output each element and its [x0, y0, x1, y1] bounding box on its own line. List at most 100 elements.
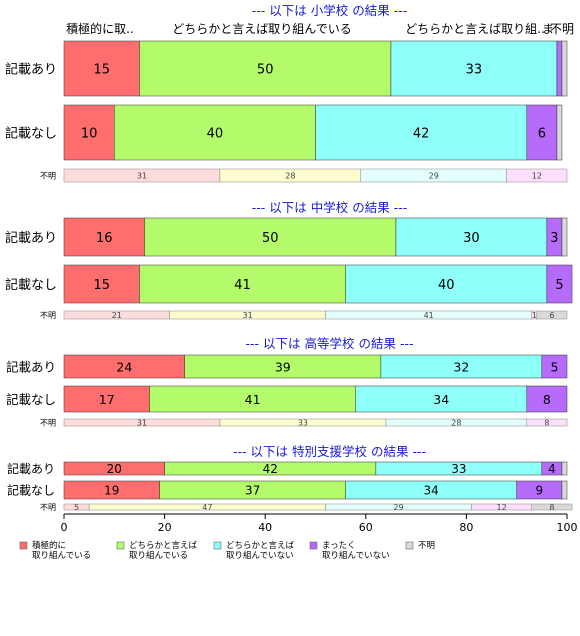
- data-label: 4: [548, 462, 556, 476]
- top-category-label: 不明: [550, 22, 574, 36]
- bar-segment: [63, 385, 150, 413]
- x-tick-label: 0: [61, 521, 68, 534]
- bar-segment: [63, 217, 145, 257]
- bar-segment: [355, 385, 528, 413]
- legend-label: 積極的に: [32, 540, 66, 551]
- panel-title: --- 以下は 高等学校 の結果 ---: [246, 336, 414, 351]
- unknown-data-label: 12: [532, 172, 542, 181]
- unknown-data-label: 8: [544, 419, 549, 428]
- legend-label: 不明: [418, 541, 435, 551]
- row-label: 記載なし: [6, 392, 56, 407]
- unknown-data-label: 31: [137, 419, 147, 428]
- data-label: 17: [99, 392, 115, 407]
- top-category-label: 積極的に取..: [66, 21, 134, 36]
- legend-label: どちらかと言えば: [129, 540, 198, 551]
- bar-segment: [345, 264, 548, 304]
- legend-label: どちらかと言えば: [226, 540, 295, 551]
- row-label: 記載なし: [7, 483, 55, 498]
- bar-segment: [561, 480, 568, 500]
- unknown-data-label: 5: [74, 503, 79, 512]
- unknown-data-label: 41: [424, 311, 434, 320]
- unknown-data-label: 1: [532, 311, 537, 320]
- unknown-data-label: 21: [112, 311, 122, 320]
- bar-segment: [149, 385, 356, 413]
- bar-segment: [139, 40, 392, 97]
- x-tick-label: 60: [359, 521, 373, 534]
- data-label: 40: [207, 126, 224, 141]
- legend-swatch: [213, 541, 222, 550]
- row-label: 記載あり: [5, 61, 57, 77]
- panel-title: --- 以下は 特別支援学校 の結果 ---: [233, 444, 426, 459]
- data-label: 37: [245, 484, 260, 498]
- data-label: 5: [555, 278, 563, 293]
- unknown-data-label: 31: [137, 172, 147, 181]
- top-category-label: どちらかと言えば取り組んでいる: [172, 22, 351, 36]
- top-category-label: ま: [542, 22, 554, 36]
- legend-swatch: [116, 541, 125, 550]
- data-label: 30: [463, 231, 480, 246]
- bar-segment: [139, 264, 346, 304]
- legend-label: 取り組んでいる: [129, 550, 188, 561]
- data-label: 6: [538, 126, 546, 141]
- data-label: 50: [262, 231, 279, 246]
- unknown-data-label: 6: [549, 311, 554, 320]
- unknown-row-label: 不明: [40, 311, 56, 320]
- bar-segment: [315, 104, 528, 161]
- x-tick-label: 100: [557, 521, 578, 534]
- unknown-row-label: 不明: [40, 419, 56, 428]
- data-label: 34: [433, 392, 449, 407]
- legend-label: まったく: [322, 541, 356, 551]
- data-label: 5: [550, 359, 558, 374]
- bar-segment: [63, 104, 115, 161]
- unknown-segment: [536, 310, 568, 320]
- bar-segment: [114, 104, 316, 161]
- bar-segment: [526, 104, 558, 161]
- data-label: 15: [93, 62, 110, 77]
- data-label: 39: [275, 359, 291, 374]
- row-label: 記載あり: [7, 461, 55, 476]
- data-label: 32: [453, 359, 469, 374]
- bar-segment: [561, 461, 568, 476]
- data-label: 9: [536, 484, 544, 498]
- unknown-data-label: 47: [202, 503, 212, 512]
- row-label: 記載あり: [5, 230, 57, 246]
- legend-label: 取り組んでいる: [32, 550, 91, 561]
- data-label: 10: [81, 126, 98, 141]
- bar-segment: [526, 385, 568, 413]
- bar-segment: [561, 40, 568, 97]
- data-label: 19: [104, 484, 119, 498]
- unknown-data-label: 12: [497, 503, 507, 512]
- row-label: 記載なし: [5, 125, 57, 141]
- data-label: 3: [550, 231, 558, 246]
- legend-swatch: [19, 541, 28, 550]
- x-tick-label: 40: [258, 521, 272, 534]
- data-label: 33: [466, 62, 483, 77]
- x-tick-label: 80: [459, 521, 473, 534]
- bar-segment: [556, 40, 563, 97]
- unknown-segment: [531, 503, 573, 511]
- unknown-segment: [506, 168, 568, 183]
- unknown-row-label: 不明: [40, 172, 56, 181]
- data-label: 24: [116, 359, 132, 374]
- data-label: 20: [107, 462, 122, 476]
- panel-title: --- 以下は 小学校 の結果 ---: [252, 3, 407, 18]
- unknown-segment: [526, 418, 568, 427]
- data-label: 42: [413, 126, 430, 141]
- unknown-data-label: 28: [451, 419, 461, 428]
- bar-segment: [144, 217, 397, 257]
- data-label: 16: [96, 231, 113, 246]
- unknown-row-label: 不明: [40, 503, 56, 512]
- data-label: 8: [543, 392, 551, 407]
- legend-label: 取り組んでいない: [226, 550, 294, 561]
- legend-label: 取り組んでいない: [322, 550, 390, 561]
- bar-segment: [546, 264, 573, 304]
- data-label: 41: [234, 278, 251, 293]
- data-label: 34: [424, 484, 439, 498]
- legend-swatch: [405, 541, 414, 550]
- top-category-label: どちらかと言えば取り組..: [405, 22, 545, 36]
- row-label: 記載あり: [6, 359, 56, 374]
- data-label: 41: [245, 392, 261, 407]
- bar-segment: [556, 104, 563, 161]
- panel-title: --- 以下は 中学校 の結果 ---: [252, 200, 407, 215]
